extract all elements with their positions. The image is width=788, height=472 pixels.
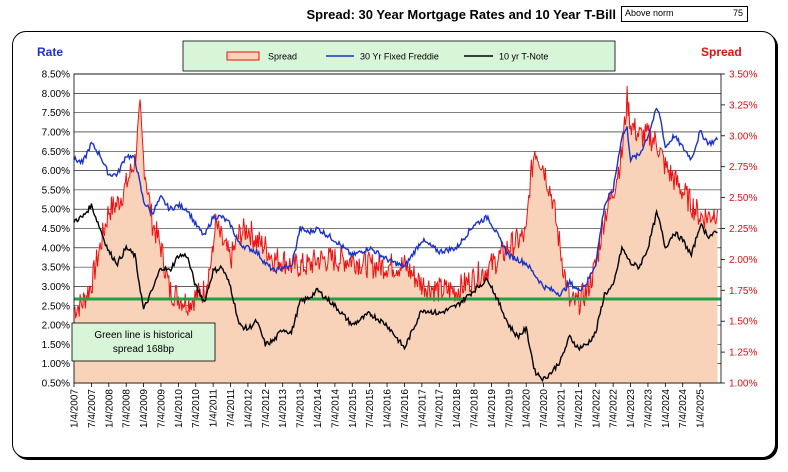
legend-label-mortgage: 30 Yr Fixed Freddie <box>360 52 439 62</box>
x-tick-label: 1/4/2007 <box>70 389 81 428</box>
right-tick-label: 1.25% <box>729 348 757 359</box>
left-tick-label: 8.00% <box>42 89 70 100</box>
right-tick-label: 1.00% <box>729 379 757 390</box>
left-tick-label: 2.50% <box>42 301 70 312</box>
right-tick-label: 3.50% <box>729 70 757 81</box>
x-tick-label: 1/4/2011 <box>209 389 220 428</box>
right-tick-label: 3.25% <box>729 100 757 111</box>
left-tick-label: 2.00% <box>42 321 70 332</box>
x-tick-label: 1/4/2024 <box>661 389 672 428</box>
left-tick-label: 6.00% <box>42 166 70 177</box>
left-tick-label: 4.50% <box>42 224 70 235</box>
annotation-bg <box>71 322 216 362</box>
above-norm-label: Above norm <box>625 8 674 18</box>
above-norm-value: 75 <box>732 8 743 18</box>
x-tick-label: 1/4/2023 <box>626 389 637 428</box>
legend-swatch-spread <box>226 51 260 61</box>
x-tick-label: 7/4/2018 <box>470 389 481 428</box>
right-tick-label: 2.50% <box>729 193 757 204</box>
right-axis-label: Spread <box>701 45 742 59</box>
left-axis-label: Rate <box>37 45 63 59</box>
right-tick-label: 1.50% <box>729 317 757 328</box>
x-tick-label: 1/4/2012 <box>243 389 254 428</box>
chart-title: Spread: 30 Year Mortgage Rates and 10 Ye… <box>306 7 617 22</box>
left-tick-label: 7.00% <box>42 127 70 138</box>
legend: Spread 30 Yr Fixed Freddie 10 yr T-Note <box>182 40 616 72</box>
x-tick-label: 1/4/2025 <box>696 389 707 428</box>
left-tick-label: 1.00% <box>42 359 70 370</box>
annotation-line: spread 168bp <box>113 344 175 355</box>
x-tick-label: 1/4/2016 <box>383 389 394 428</box>
x-tick-label: 7/4/2019 <box>504 389 515 428</box>
x-tick-label: 7/4/2011 <box>226 389 237 428</box>
right-tick-label: 1.75% <box>729 286 757 297</box>
x-tick-label: 7/4/2014 <box>330 389 341 428</box>
x-tick-label: 1/4/2014 <box>313 389 324 428</box>
x-tick-label: 7/4/2009 <box>156 389 167 428</box>
left-tick-label: 3.00% <box>42 282 70 293</box>
x-tick-label: 7/4/2016 <box>400 389 411 428</box>
x-tick-label: 1/4/2015 <box>348 389 359 428</box>
spread-line <box>73 85 718 319</box>
above-norm-box: Above norm 75 <box>621 6 748 22</box>
x-tick-label: 7/4/2015 <box>365 389 376 428</box>
right-axis-ticks: 1.00% 1.25% 1.50% 1.75% 2.00% 2.25% 2.50% 2.75%… <box>721 70 757 390</box>
right-tick-label: 2.00% <box>729 255 757 266</box>
legend-label-spread: Spread <box>268 52 297 62</box>
x-tick-label: 7/4/2022 <box>609 389 620 428</box>
right-tick-label: 3.00% <box>729 131 757 142</box>
chart-canvas: 0.50% 1.00% 1.50% 2.00% 2.50% 3.00% 3.50% 4.00%… <box>37 40 757 428</box>
left-tick-label: 1.50% <box>42 340 70 351</box>
chart-panel: 0.50% 1.00% 1.50% 2.00% 2.50% 3.00% 3.50% 4.00%… <box>12 31 776 458</box>
legend-label-tnote: 10 yr T-Note <box>499 52 548 62</box>
x-axis-ticks: 1/4/2007 7/4/2007 1/4/2008 7/4/2008 1/4/2009… <box>70 383 707 428</box>
x-tick-label: 7/4/2023 <box>643 389 654 428</box>
x-tick-label: 1/4/2008 <box>104 389 115 428</box>
right-tick-label: 2.75% <box>729 162 757 173</box>
right-tick-label: 2.25% <box>729 224 757 235</box>
left-tick-label: 3.50% <box>42 263 70 274</box>
left-tick-label: 4.00% <box>42 243 70 254</box>
x-tick-label: 1/4/2013 <box>278 389 289 428</box>
annotation-box: Green line is historical spread 168bp <box>71 322 216 362</box>
x-tick-label: 1/4/2020 <box>522 389 533 428</box>
x-tick-label: 7/4/2013 <box>296 389 307 428</box>
x-tick-label: 1/4/2019 <box>487 389 498 428</box>
t-note-line <box>73 203 718 383</box>
x-tick-label: 1/4/2009 <box>139 389 150 428</box>
x-tick-label: 1/4/2010 <box>174 389 185 428</box>
left-tick-label: 5.00% <box>42 205 70 216</box>
x-tick-label: 1/4/2022 <box>591 389 602 428</box>
x-tick-label: 7/4/2010 <box>191 389 202 428</box>
left-tick-label: 5.50% <box>42 185 70 196</box>
rate-lines <box>73 107 719 383</box>
x-tick-label: 7/4/2017 <box>435 389 446 428</box>
x-tick-label: 1/4/2018 <box>452 389 463 428</box>
x-tick-label: 7/4/2020 <box>539 389 550 428</box>
annotation-line: Green line is historical <box>94 330 192 341</box>
left-tick-label: 0.50% <box>42 379 70 390</box>
left-tick-label: 7.50% <box>42 108 70 119</box>
left-tick-label: 6.50% <box>42 147 70 158</box>
x-tick-label: 7/4/2012 <box>261 389 272 428</box>
left-tick-label: 8.50% <box>42 70 70 81</box>
x-tick-label: 7/4/2021 <box>574 389 585 428</box>
x-tick-label: 1/4/2017 <box>417 389 428 428</box>
x-tick-label: 7/4/2008 <box>122 389 133 428</box>
left-axis-ticks: 0.50% 1.00% 1.50% 2.00% 2.50% 3.00% 3.50% 4.00%… <box>42 70 70 390</box>
x-tick-label: 1/4/2021 <box>556 389 567 428</box>
x-tick-label: 7/4/2007 <box>87 389 98 428</box>
mortgage-rate-line <box>73 107 719 298</box>
x-tick-label: 7/4/2024 <box>678 389 689 428</box>
